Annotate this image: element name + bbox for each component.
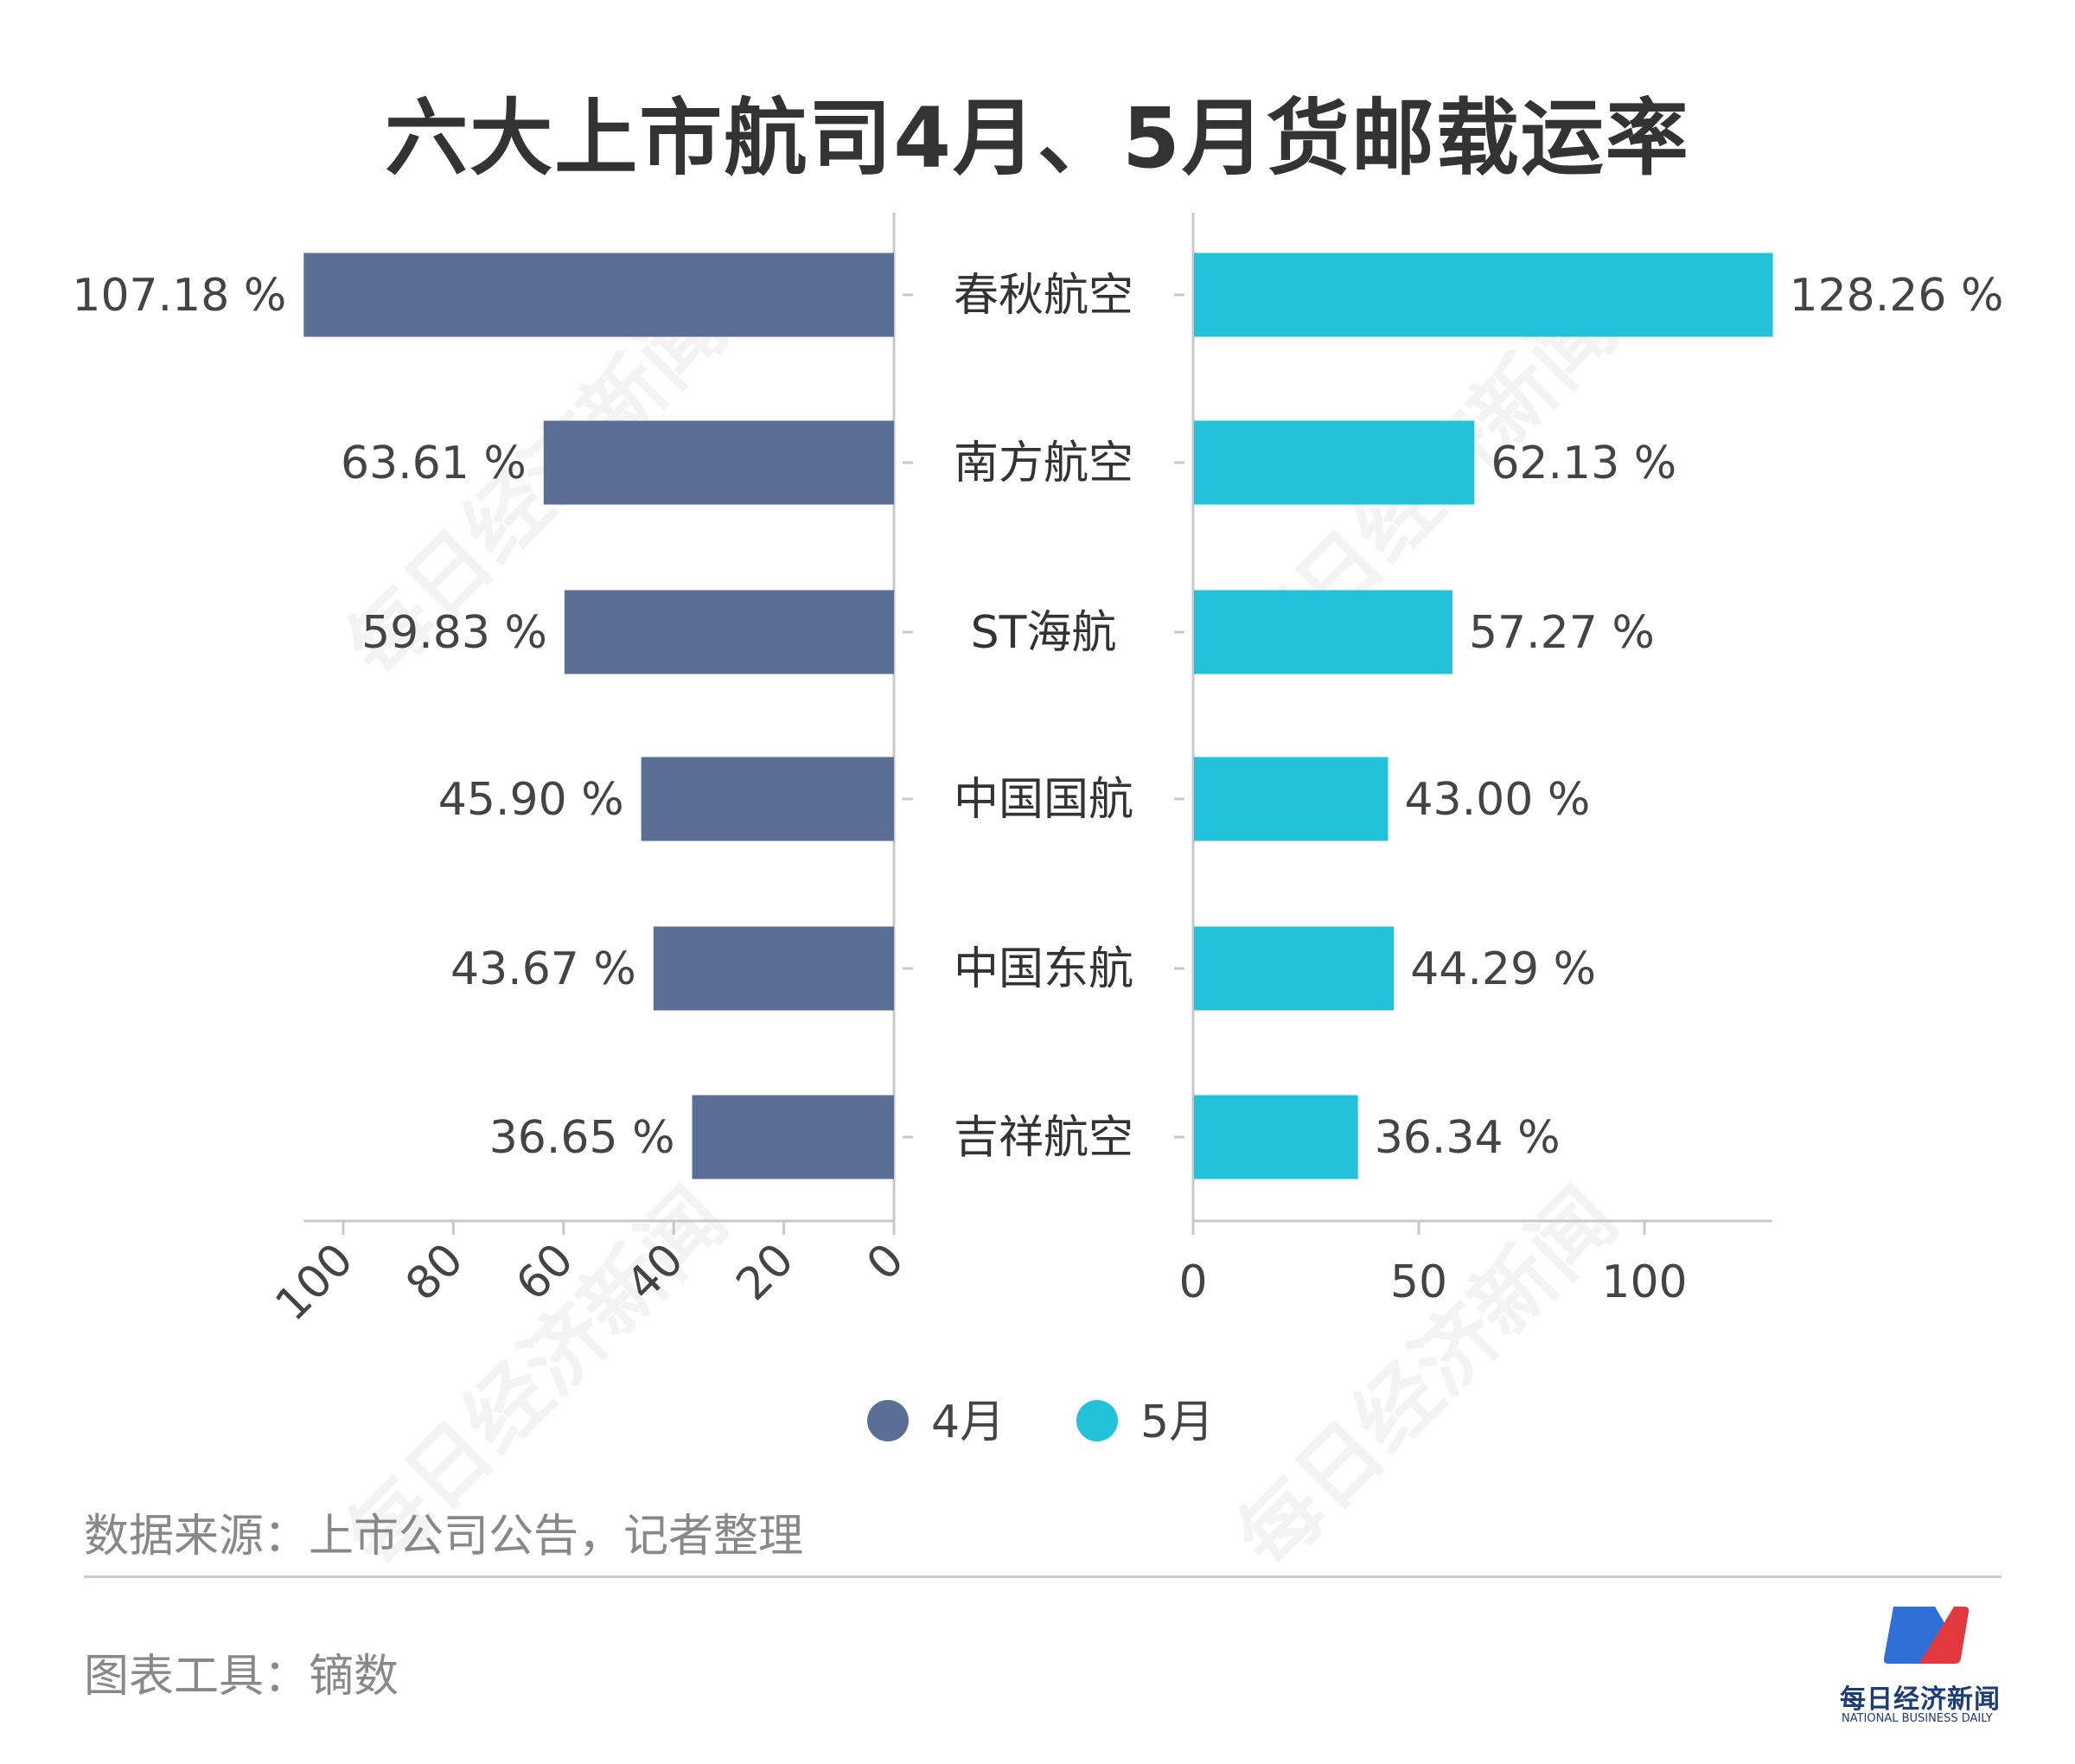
category-label: 南方航空: [954, 438, 1133, 489]
left-axis-tick-label: 0: [857, 1234, 914, 1291]
tool-note: 图表工具：镝数: [84, 1651, 399, 1703]
legend-marker: [1076, 1400, 1118, 1441]
right-axis-tick-label: 100: [1601, 1256, 1687, 1308]
data-label-april: 36.65 %: [489, 1112, 675, 1164]
legend-label: 5月: [1140, 1396, 1214, 1448]
category-label: ST海航: [971, 607, 1117, 659]
legend-marker: [867, 1400, 909, 1441]
data-label-may: 44.29 %: [1410, 943, 1596, 995]
divider: [84, 1575, 2002, 1578]
nbd-logo-icon: [1883, 1607, 1970, 1664]
bar-april: [543, 420, 894, 505]
bar-april: [641, 757, 894, 841]
data-label-may: 36.34 %: [1375, 1112, 1561, 1164]
bar-april: [653, 926, 894, 1011]
right-axis-tick-label: 0: [1178, 1256, 1207, 1308]
chart-title: 六大上市航司4月、5月货邮载运率: [385, 90, 1690, 187]
bar-may: [1194, 926, 1395, 1011]
data-label-april: 107.18 %: [72, 270, 286, 322]
category-label: 中国东航: [954, 943, 1133, 995]
bar-may: [1194, 757, 1389, 841]
left-axis-tick-label: 60: [507, 1234, 584, 1311]
data-label-april: 45.90 %: [438, 774, 624, 826]
left-axis-tick-label: 100: [266, 1234, 364, 1332]
legend-label: 4月: [931, 1396, 1005, 1448]
category-label: 吉祥航空: [954, 1112, 1133, 1164]
bar-april: [692, 1095, 894, 1179]
data-label-may: 62.13 %: [1491, 438, 1676, 489]
logo-subtext: NATIONAL BUSINESS DAILY: [1842, 1712, 1993, 1725]
bar-april: [564, 590, 894, 674]
data-label-april: 63.61 %: [341, 438, 527, 489]
bar-may: [1194, 252, 1773, 337]
data-label-may: 57.27 %: [1469, 607, 1655, 659]
category-label: 中国国航: [954, 774, 1133, 826]
left-axis-tick-label: 40: [616, 1234, 693, 1311]
data-label-may: 128.26 %: [1790, 270, 2004, 322]
source-note: 数据来源：上市公司公告，记者整理: [84, 1511, 804, 1563]
data-label-april: 43.67 %: [450, 943, 636, 995]
bar-may: [1194, 420, 1475, 505]
data-label-may: 43.00 %: [1404, 774, 1590, 826]
bar-may: [1194, 1095, 1358, 1179]
category-label: 春秋航空: [954, 270, 1133, 322]
bar-may: [1194, 590, 1452, 674]
left-axis-tick-label: 20: [727, 1234, 804, 1311]
bar-april: [303, 252, 894, 337]
logo-text: 每日经济新闻: [1840, 1684, 2001, 1715]
left-axis-tick-label: 80: [396, 1234, 473, 1311]
data-label-april: 59.83 %: [361, 607, 547, 659]
right-axis-tick-label: 50: [1390, 1256, 1447, 1308]
